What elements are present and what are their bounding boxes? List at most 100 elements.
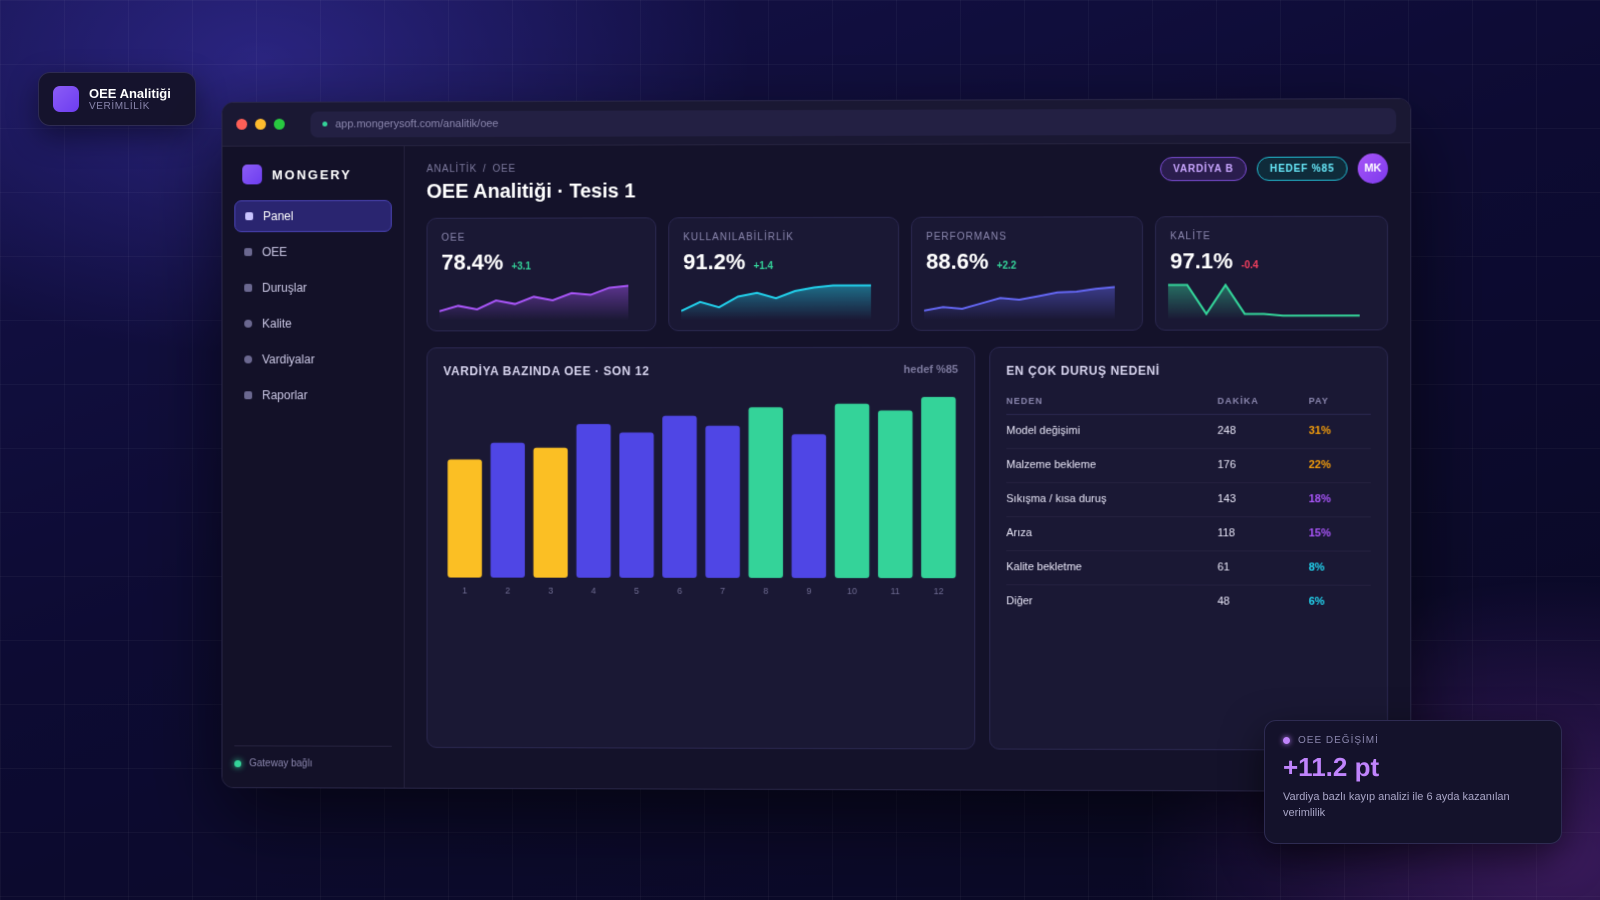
secure-icon — [322, 122, 327, 127]
close-window-icon[interactable] — [236, 119, 247, 130]
chart-bar[interactable] — [921, 397, 956, 578]
table-row[interactable]: Diğer 48 6% — [1006, 585, 1371, 619]
gateway-status-text: Gateway bağlı — [249, 758, 312, 769]
kpi-value: 91.2% — [683, 249, 745, 275]
oee-change-card: OEE DEĞİŞİMİ +11.2 pt Vardiya bazlı kayı… — [1264, 720, 1562, 844]
brand: MONGERY — [234, 164, 391, 184]
chart-bar[interactable] — [792, 434, 826, 578]
sparkline — [439, 280, 628, 320]
x-tick-label: 7 — [720, 586, 725, 596]
x-tick-label: 9 — [806, 586, 811, 596]
column-header-reason[interactable]: NEDEN — [1006, 390, 1217, 415]
sparkline-area — [924, 287, 1115, 320]
table-row[interactable]: Model değişimi 248 31% — [1006, 414, 1371, 448]
kpi-delta: +3.1 — [511, 261, 531, 272]
x-tick-label: 2 — [505, 586, 510, 596]
table-row[interactable]: Malzeme bekleme 176 22% — [1006, 449, 1371, 483]
gateway-status: Gateway bağlı — [234, 745, 391, 769]
table-row[interactable]: Sıkışma / kısa duruş 143 18% — [1006, 483, 1371, 517]
x-tick-label: 10 — [847, 586, 857, 596]
chart-bar[interactable] — [619, 433, 653, 578]
sidebar-item-label: Raporlar — [262, 388, 308, 402]
chart-bar[interactable] — [835, 404, 870, 578]
chart-bar[interactable] — [533, 448, 567, 578]
reason-cell: Diğer — [1006, 585, 1217, 619]
reason-cell: Arıza — [1006, 517, 1217, 551]
x-tick-label: 11 — [891, 586, 900, 596]
shift-oee-chart-card: VARDİYA BAZINDA OEE · SON 12 hedef %85 1… — [427, 347, 976, 750]
chart-bar[interactable] — [662, 416, 696, 578]
column-header-minutes[interactable]: DAKİKA — [1217, 390, 1308, 415]
kpi-card-quality[interactable]: KALİTE 97.1% -0.4 — [1155, 216, 1388, 331]
chart-bar[interactable] — [705, 426, 739, 578]
share-cell: 22% — [1309, 449, 1371, 483]
table-row[interactable]: Kalite bekletme 61 8% — [1006, 551, 1371, 586]
column-header-share[interactable]: PAY — [1309, 390, 1371, 415]
kpi-card-availability[interactable]: KULLANILABİLİRLİK 91.2% +1.4 — [668, 217, 899, 331]
quality-icon — [244, 320, 252, 328]
chart-bar[interactable] — [878, 411, 913, 579]
kpi-card-performance[interactable]: PERFORMANS 88.6% +2.2 — [911, 216, 1143, 331]
panel-icon — [245, 212, 253, 220]
share-cell: 6% — [1309, 585, 1371, 619]
sparkline — [924, 280, 1115, 320]
header-actions: VARDİYA B HEDEF %85 MK — [1160, 153, 1388, 184]
brand-name: MONGERY — [272, 167, 352, 182]
app-logo-icon — [53, 86, 79, 112]
chart-target-label: hedef %85 — [904, 364, 959, 376]
chart-bar[interactable] — [749, 407, 783, 578]
status-dot-icon — [234, 760, 241, 767]
share-cell: 8% — [1309, 551, 1371, 585]
table-header-row: NEDEN DAKİKA PAY — [1006, 390, 1371, 415]
oee-icon — [244, 248, 252, 256]
bar-chart: 1 2 3 4 5 6 7 8 9 10 11 12 — [443, 388, 960, 598]
x-tick-label: 4 — [591, 586, 596, 596]
sparkline — [681, 280, 871, 320]
sidebar-item-raporlar[interactable]: Raporlar — [234, 379, 391, 411]
sidebar-item-duruslar[interactable]: Duruşlar — [234, 272, 391, 304]
oee-change-value: +11.2 pt — [1283, 752, 1543, 783]
shift-badge[interactable]: VARDİYA B — [1160, 157, 1247, 181]
minutes-cell: 61 — [1217, 551, 1308, 585]
title-bar: app.mongerysoft.com/analitik/oee — [222, 99, 1410, 147]
kpi-label: PERFORMANS — [926, 231, 1128, 242]
minimize-window-icon[interactable] — [255, 119, 266, 130]
x-tick-label: 8 — [763, 586, 768, 596]
table-row[interactable]: Arıza 118 15% — [1006, 517, 1371, 551]
reports-icon — [244, 391, 252, 399]
chart-bar[interactable] — [491, 443, 525, 578]
share-cell: 15% — [1309, 517, 1371, 551]
breadcrumb-item[interactable]: ANALİTİK — [427, 164, 477, 175]
sidebar-item-label: Panel — [263, 209, 293, 223]
chart-bar[interactable] — [576, 424, 610, 578]
sparkline — [1168, 279, 1360, 319]
minutes-cell: 143 — [1217, 483, 1308, 517]
sidebar-item-label: Duruşlar — [262, 281, 307, 295]
share-cell: 31% — [1309, 414, 1371, 448]
x-tick-label: 3 — [548, 586, 553, 596]
target-badge[interactable]: HEDEF %85 — [1257, 157, 1348, 181]
kpi-label: KALİTE — [1170, 231, 1373, 242]
minutes-cell: 248 — [1217, 414, 1308, 448]
oee-change-label: OEE DEĞİŞİMİ — [1298, 735, 1379, 746]
avatar[interactable]: MK — [1358, 153, 1388, 183]
sidebar-item-kalite[interactable]: Kalite — [234, 308, 391, 340]
sidebar-item-oee[interactable]: OEE — [234, 236, 391, 268]
sidebar-item-panel[interactable]: Panel — [234, 200, 391, 232]
kpi-card-oee[interactable]: OEE 78.4% +3.1 — [427, 217, 657, 331]
minutes-cell: 48 — [1217, 585, 1308, 619]
brand-logo-icon — [242, 164, 262, 184]
kpi-value: 88.6% — [926, 249, 989, 275]
kpi-delta: +1.4 — [753, 261, 773, 272]
breadcrumb-item: OEE — [493, 164, 516, 175]
shifts-icon — [244, 355, 252, 363]
sparkline-area — [681, 286, 871, 321]
address-bar[interactable]: app.mongerysoft.com/analitik/oee — [311, 108, 1397, 137]
kpi-value: 78.4% — [441, 250, 503, 276]
sidebar-item-vardiyalar[interactable]: Vardiyalar — [234, 343, 391, 375]
minutes-cell: 118 — [1217, 517, 1308, 551]
chart-title: VARDİYA BAZINDA OEE · SON 12 — [443, 364, 958, 378]
maximize-window-icon[interactable] — [274, 119, 285, 130]
chart-bar[interactable] — [448, 460, 482, 578]
main-content: ANALİTİK / OEE OEE Analitiği · Tesis 1 V… — [405, 143, 1411, 791]
